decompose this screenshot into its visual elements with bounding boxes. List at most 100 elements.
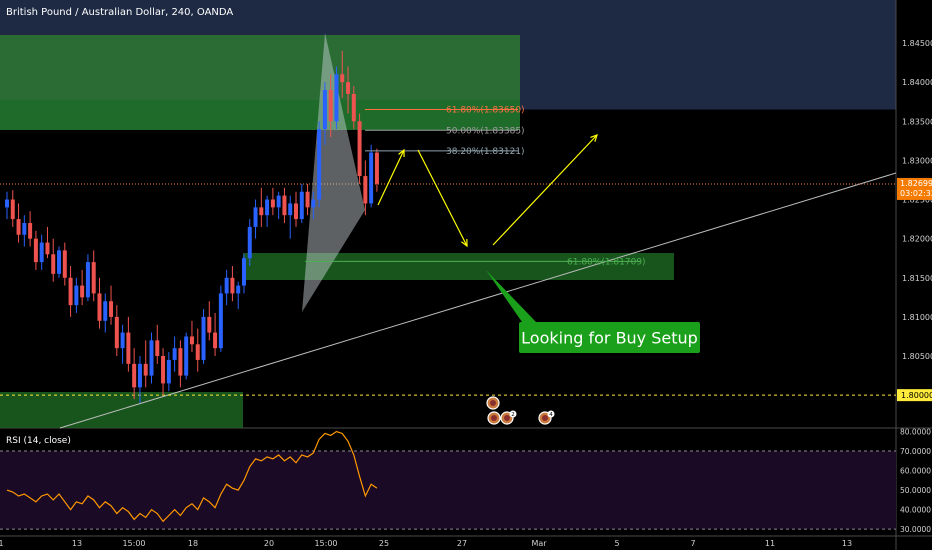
candle-body <box>172 348 177 360</box>
candle <box>374 148 379 192</box>
candle <box>311 191 316 220</box>
candle-body <box>137 363 142 388</box>
candle <box>305 183 310 216</box>
candle <box>230 266 235 302</box>
candle-body <box>22 222 27 235</box>
arrow-shaft <box>492 134 598 246</box>
price-tick: 1.84000 <box>902 78 932 87</box>
candle-body <box>207 316 212 333</box>
candle-body <box>126 332 131 364</box>
event-badge-count: 4 <box>549 412 553 418</box>
time-tick: 15:00 <box>314 539 337 548</box>
candle <box>33 230 38 270</box>
event-badge <box>547 410 555 418</box>
candle-body <box>374 152 379 184</box>
price-axis[interactable]: 1.84500 1.84000 1.83500 1.83000 1.82500 1.820… <box>897 39 932 402</box>
candle <box>288 195 293 239</box>
candle-body <box>149 340 154 376</box>
callout-label: Looking for Buy Setup <box>521 329 698 348</box>
candle <box>282 187 287 223</box>
candle <box>57 246 62 278</box>
candles-layer <box>5 50 379 403</box>
candle <box>143 340 148 388</box>
harmonic-pattern[interactable] <box>302 33 365 312</box>
candle-body <box>10 199 15 220</box>
candle <box>195 328 200 372</box>
projection-arrows[interactable] <box>377 133 598 248</box>
candle-body <box>369 152 374 204</box>
candle-body <box>74 285 79 306</box>
zones-layer <box>0 35 674 428</box>
candle <box>328 74 333 137</box>
candle-body <box>16 219 21 235</box>
time-tick: 7 <box>690 539 695 548</box>
event-badge-count: 2 <box>511 412 515 418</box>
supply-zone-core <box>0 100 520 130</box>
price-tick: 1.82500 <box>902 196 932 205</box>
candle-body <box>334 74 339 122</box>
lower-demand-zone[interactable] <box>0 392 243 428</box>
candle <box>213 312 218 357</box>
candle-body <box>143 363 148 376</box>
candle-body <box>109 301 114 317</box>
candle <box>207 301 212 341</box>
rsi-panel <box>0 430 896 530</box>
candle <box>132 348 137 400</box>
rsi-tick: 50.0000 <box>900 486 931 495</box>
fib-levels[interactable]: 61.80%(1.83650) 50.00%(1.83385) 38.20%(1.8… <box>305 106 646 268</box>
fib-label: 61.80%(1.81709) <box>567 257 646 267</box>
rsi-axis[interactable]: 80.0000 70.0000 60.0000 50.0000 40.0000 30.00… <box>900 428 931 535</box>
candle-body <box>230 277 235 294</box>
rsi-line <box>6 430 378 523</box>
candle <box>346 66 351 114</box>
callout[interactable]: Looking for Buy Setup <box>486 270 700 353</box>
candle-body <box>178 348 183 376</box>
flag-icon-center <box>490 400 496 406</box>
event-badge <box>509 410 517 418</box>
candle <box>224 269 229 306</box>
candle <box>85 254 90 302</box>
trendline[interactable] <box>59 172 897 429</box>
event-marker[interactable]: 2 <box>500 410 517 425</box>
candle <box>276 191 281 220</box>
candle <box>155 324 160 364</box>
candle <box>91 250 96 302</box>
demand-zone[interactable] <box>243 253 674 280</box>
candle-body <box>51 254 56 274</box>
candle <box>236 281 241 310</box>
candle-body <box>97 293 102 321</box>
candle-body <box>322 89 327 130</box>
price-tick: 1.83500 <box>902 117 932 126</box>
candle-body <box>276 195 281 208</box>
candle-body <box>62 250 67 278</box>
event-marker[interactable] <box>486 396 500 410</box>
candle-body <box>253 207 258 227</box>
candle-body <box>305 191 310 208</box>
time-axis[interactable]: 1 13 15:00 18 20 15:00 25 27 Mar 5 7 11 13 <box>0 539 852 548</box>
candle <box>28 211 33 247</box>
candle <box>161 348 166 396</box>
candle <box>369 144 374 208</box>
candle-body <box>5 199 9 208</box>
candle-body <box>161 356 166 384</box>
candle <box>317 121 322 208</box>
price-tick: 1.81000 <box>902 313 932 322</box>
chart-title: British Pound / Australian Dollar, 240, … <box>6 7 233 18</box>
time-tick: Mar <box>531 539 547 548</box>
time-tick: 20 <box>264 539 274 548</box>
candle-body <box>357 121 362 177</box>
candle-body <box>80 285 85 298</box>
event-marker[interactable] <box>487 411 501 425</box>
event-marker[interactable]: 4 <box>538 410 555 425</box>
candle <box>299 183 304 223</box>
time-tick: 5 <box>614 539 619 548</box>
candle-body <box>265 199 270 216</box>
candle-body <box>282 195 287 216</box>
rsi-band <box>0 451 896 530</box>
candle <box>39 234 44 270</box>
candle <box>62 242 67 286</box>
arrow-head <box>461 238 468 248</box>
price-tick: 1.81500 <box>902 274 932 283</box>
